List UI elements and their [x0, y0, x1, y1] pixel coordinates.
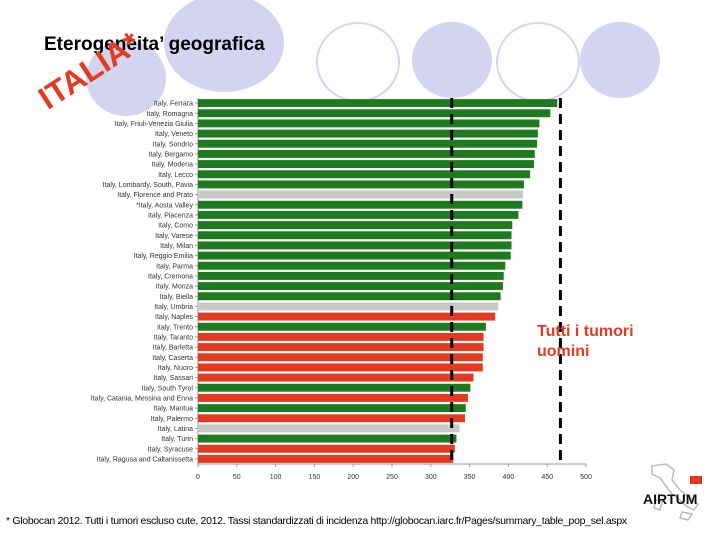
x-tick-label: 250: [386, 474, 398, 481]
category-label: Italy, Taranto: [154, 334, 194, 341]
bar: [198, 241, 512, 250]
category-label: Italy, Romagna: [146, 111, 193, 118]
x-tick-label: 0: [196, 474, 200, 481]
category-label: Italy, Monza: [156, 284, 193, 291]
x-tick-label: 150: [309, 474, 321, 481]
category-label: Italy, Reggio Emilia: [134, 253, 194, 260]
bar: [198, 119, 540, 128]
x-tick-label: 350: [464, 474, 476, 481]
category-label: Italy, Piacenza: [148, 212, 193, 219]
category-label: Italy, Friuli-Venezia Giulia: [115, 121, 194, 128]
footnote: * Globocan 2012. Tutti i tumori escluso …: [6, 515, 627, 527]
bar: [198, 251, 511, 260]
category-label: Italy, Nuoro: [158, 365, 193, 372]
x-tick-label: 50: [233, 474, 241, 481]
bar: [198, 99, 558, 108]
bar: [198, 373, 474, 382]
category-label: Italy, Sondrio: [153, 141, 193, 148]
category-label: Italy, Veneto: [155, 131, 193, 138]
category-label: Italy, Palermo: [151, 416, 193, 423]
slide-title: Eterogeneita’ geografica: [44, 34, 265, 55]
category-label: Italy, Syracuse: [148, 446, 193, 453]
category-label: Italy, Florence and Prato: [117, 192, 193, 199]
x-tick-label: 450: [541, 474, 553, 481]
bar: [198, 424, 460, 433]
bar: [198, 231, 512, 240]
x-tick-label: 100: [270, 474, 282, 481]
bar: [198, 383, 471, 392]
category-label: Italy, Naples: [155, 314, 193, 321]
italy-map-icon: [651, 463, 702, 521]
bar: [198, 343, 484, 352]
bar: [198, 180, 524, 189]
category-label: Italy, Caserta: [152, 355, 193, 362]
chart-annotation: Tutti i tumori uomini: [537, 322, 634, 362]
category-label: Italy, Mantua: [153, 406, 193, 413]
bar: [198, 332, 484, 341]
bar: [198, 393, 469, 402]
category-label: *Italy, Aosta Valley: [136, 202, 193, 209]
bar: [198, 109, 551, 118]
category-label: Italy, Bergamo: [148, 151, 193, 158]
category-label: Italy, Milan: [160, 243, 193, 250]
bar: [198, 322, 486, 331]
category-label: Italy, Cremona: [148, 273, 193, 280]
category-label: Italy, Lombardy, South, Pavia: [103, 182, 194, 189]
decor-circle: [580, 22, 660, 98]
bar: [198, 139, 538, 148]
x-tick-label: 300: [425, 474, 437, 481]
category-label: Italy, Turin: [161, 436, 193, 443]
bar: [198, 414, 465, 423]
category-label: Italy, Sassari: [153, 375, 193, 382]
decor-circle: [164, 0, 284, 92]
bar: [198, 200, 523, 209]
x-tick-label: 500: [580, 474, 592, 481]
category-label: Italy, Lecco: [158, 172, 193, 179]
x-tick-label: 400: [503, 474, 515, 481]
bar: [198, 353, 483, 362]
bar: [198, 170, 531, 179]
category-label: Italy, Ragusa and Caltanissetta: [97, 456, 193, 463]
category-label: Italy, Umbria: [154, 304, 193, 311]
category-label: Italy, Modena: [151, 162, 193, 169]
bar: [198, 292, 501, 301]
category-label: Italy, Biella: [160, 294, 193, 301]
bar: [198, 454, 454, 463]
bar: [198, 149, 535, 158]
bar: [198, 129, 538, 138]
bar: [198, 221, 513, 230]
category-label: Italy, Barletta: [153, 345, 193, 352]
bar: [198, 404, 466, 413]
bar: [198, 282, 503, 291]
category-label: Italy, South Tyrol: [142, 385, 194, 392]
category-label: Italy, Trento: [157, 324, 193, 331]
bar: [198, 363, 483, 372]
airtum-logo: AIRTUM: [643, 491, 698, 507]
annotation-line-1: Tutti i tumori: [537, 323, 634, 340]
category-label: Italy, Latina: [158, 426, 193, 433]
category-label: Italy, Catania, Messina and Enna: [91, 395, 193, 402]
category-label: Italy, Varese: [155, 233, 193, 240]
x-tick-label: 200: [347, 474, 359, 481]
bar: [198, 312, 496, 321]
bar: [198, 160, 535, 169]
decor-circle: [412, 22, 492, 98]
annotation-line-2: uomini: [537, 343, 590, 360]
bar: [198, 444, 455, 453]
bar: [198, 210, 519, 219]
category-label: Italy, Parma: [156, 263, 193, 270]
bar: [198, 261, 506, 270]
category-label: Italy, Como: [158, 223, 193, 230]
category-label: Italy, Ferrara: [154, 101, 193, 108]
bar: [198, 190, 524, 199]
bar: [198, 302, 499, 311]
bar: [198, 271, 504, 280]
decor-circle: [86, 40, 166, 116]
bar: [198, 434, 457, 443]
